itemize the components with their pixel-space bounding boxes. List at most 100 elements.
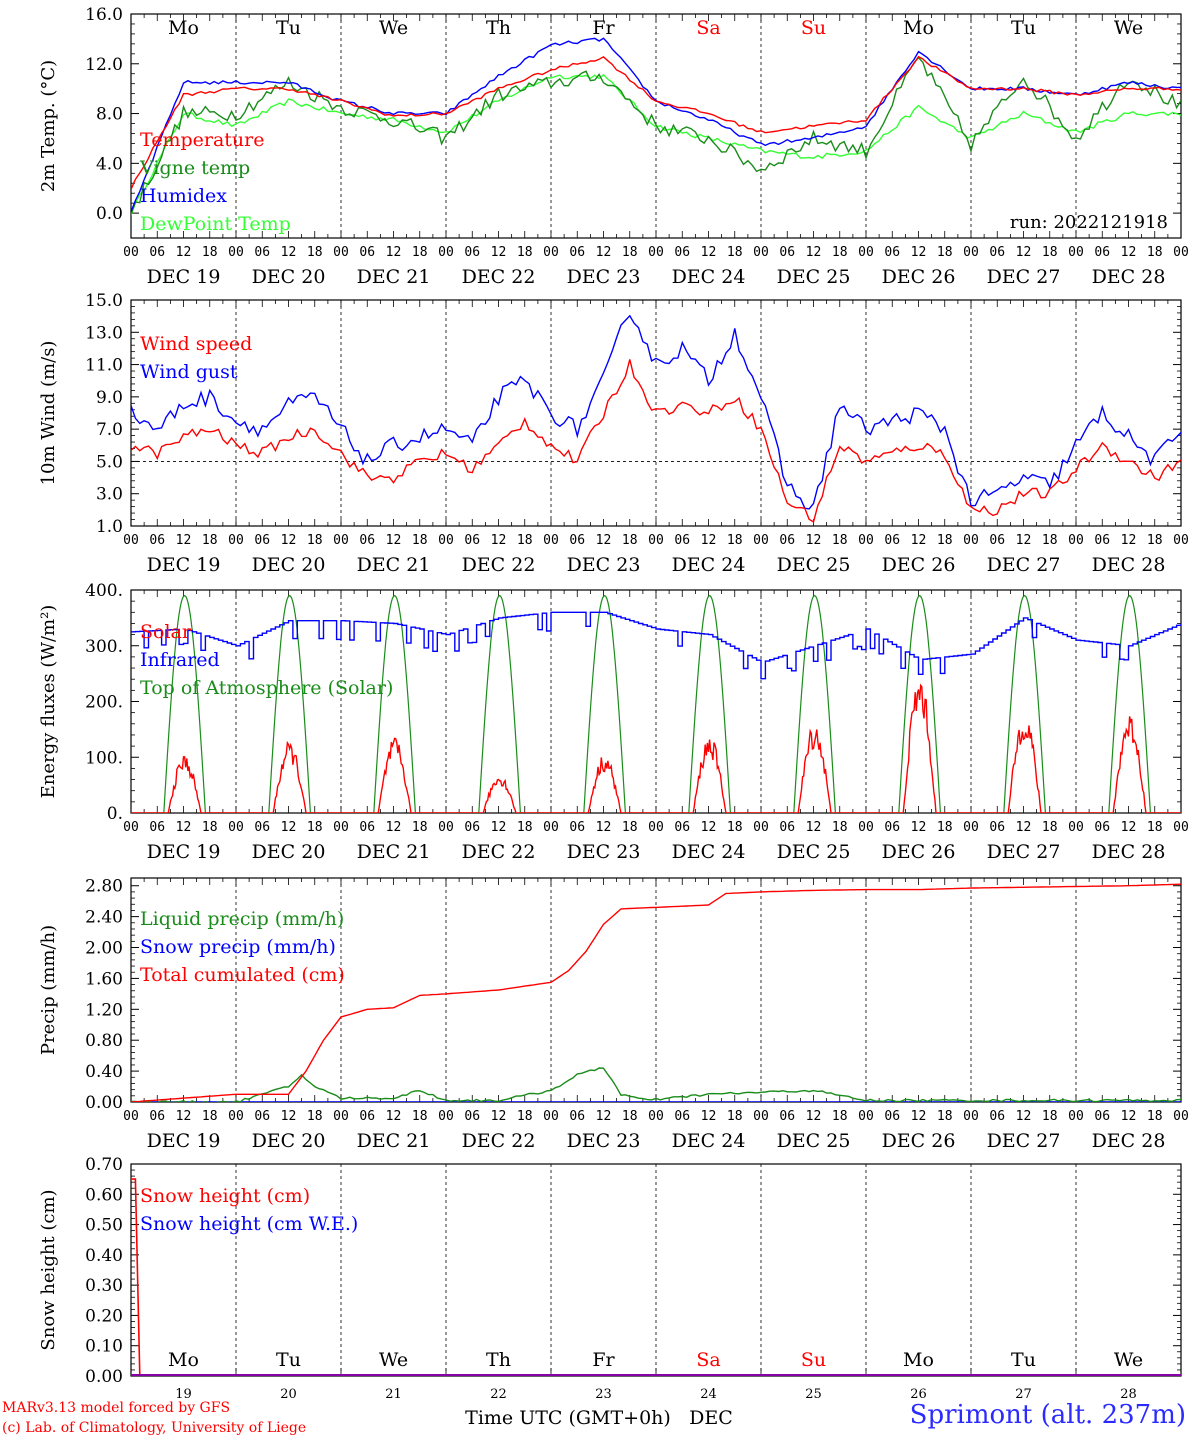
y-axis-label: 10m Wind (m/s)	[38, 341, 59, 486]
hour-tick-label: 18	[1147, 1109, 1163, 1124]
y-axis-label: Snow height (cm)	[38, 1189, 59, 1350]
hour-tick-label: 12	[386, 820, 402, 835]
hour-tick-label: 06	[674, 533, 690, 548]
hour-tick-label: 00	[228, 533, 244, 548]
legend-entry: Temperature	[140, 129, 264, 151]
hour-tick-label: 18	[622, 245, 638, 260]
hour-tick-label: 00	[963, 533, 979, 548]
hour-tick-label: 00	[858, 820, 874, 835]
legend-entry: Humidex	[140, 185, 227, 207]
hour-tick-label: 12	[386, 1109, 402, 1124]
wind-speed-line	[131, 359, 1181, 523]
day-date-label: DEC 22	[462, 554, 536, 576]
day-date-label: DEC 28	[1092, 841, 1166, 863]
hour-tick-label: 18	[1042, 820, 1058, 835]
y-tick-label: 16.0	[85, 5, 123, 25]
hour-tick-label: 06	[989, 820, 1005, 835]
hour-tick-label: 00	[333, 820, 349, 835]
series-group	[131, 314, 1181, 523]
weekday-label: Sa	[696, 1349, 720, 1371]
day-date-label: DEC 28	[1092, 266, 1166, 288]
series-group	[131, 1178, 1181, 1376]
y-tick-label: 3.0	[96, 485, 123, 505]
hour-tick-label: 12	[911, 820, 927, 835]
hour-tick-label: 12	[911, 245, 927, 260]
hour-tick-label: 18	[202, 533, 218, 548]
y-tick-label: 8.0	[96, 105, 123, 125]
hour-tick-label: 12	[491, 245, 507, 260]
hour-tick-label: 00	[1068, 1109, 1084, 1124]
y-tick-label: 200.	[85, 693, 123, 713]
hour-tick-label: 06	[149, 820, 165, 835]
hour-tick-label: 00	[648, 533, 664, 548]
hour-tick-label: 06	[464, 245, 480, 260]
weekday-label: Mo	[168, 17, 199, 39]
hour-tick-label: 18	[937, 245, 953, 260]
hour-tick-label: 06	[1094, 820, 1110, 835]
legend-entry: DewPoint Temp	[140, 213, 291, 235]
y-tick-label: 1.60	[85, 969, 123, 989]
weekday-label: We	[379, 17, 408, 39]
y-tick-label: 0.	[107, 804, 123, 824]
weekday-label: Su	[801, 17, 826, 39]
day-number-label: 25	[805, 1387, 822, 1402]
y-tick-label: 4.0	[96, 154, 123, 174]
hour-tick-label: 00	[1173, 1109, 1189, 1124]
day-date-label: DEC 27	[987, 266, 1061, 288]
weekday-label: Tu	[1011, 1349, 1036, 1371]
panel-2: 1.0 3.0 5.0 7.0 9.0 11.0 13.0 15.0 10m Wind (m/s…	[38, 291, 1189, 576]
day-number-label: 22	[490, 1387, 507, 1402]
day-date-label: DEC 24	[672, 1130, 746, 1152]
hour-tick-label: 00	[1173, 245, 1189, 260]
legend-entry: Top of Atmosphere (Solar)	[140, 677, 393, 699]
day-date-label: DEC 19	[147, 554, 221, 576]
weekday-label: Tu	[276, 17, 301, 39]
hour-tick-label: 06	[1094, 533, 1110, 548]
hour-tick-label: 12	[491, 1109, 507, 1124]
legend-entry: Solar	[140, 621, 192, 643]
panel-3: 0. 100. 200. 300. 400. Energy fluxes (W/m²) 00…	[38, 581, 1189, 863]
day-date-label: DEC 19	[147, 266, 221, 288]
hour-tick-label: 18	[412, 820, 428, 835]
series-group	[131, 594, 1181, 813]
hour-tick-label: 18	[622, 1109, 638, 1124]
hour-tick-label: 12	[701, 245, 717, 260]
hour-tick-label: 06	[1094, 245, 1110, 260]
hour-tick-label: 00	[228, 245, 244, 260]
day-date-label: DEC 26	[882, 1130, 956, 1152]
y-tick-label: 5.0	[96, 452, 123, 472]
day-date-label: DEC 21	[357, 841, 431, 863]
day-date-label: DEC 23	[567, 1130, 641, 1152]
hour-tick-label: 18	[1042, 245, 1058, 260]
hour-tick-label: 12	[1016, 245, 1032, 260]
hour-tick-label: 18	[622, 533, 638, 548]
hour-tick-label: 00	[228, 820, 244, 835]
y-tick-label: 0.30	[85, 1276, 123, 1296]
hour-tick-label: 12	[1121, 820, 1137, 835]
legend-entry: Infrared	[140, 649, 220, 671]
day-number-label: 27	[1015, 1387, 1032, 1402]
day-number-label: 20	[280, 1387, 297, 1402]
day-number-label: 26	[910, 1387, 927, 1402]
hour-tick-label: 18	[412, 245, 428, 260]
hour-tick-label: 12	[386, 533, 402, 548]
weekday-label: Tu	[1011, 17, 1036, 39]
hour-tick-label: 12	[806, 1109, 822, 1124]
snow-height-line	[131, 1178, 1181, 1376]
hour-tick-label: 00	[963, 245, 979, 260]
hour-tick-label: 06	[569, 533, 585, 548]
hour-tick-label: 00	[858, 1109, 874, 1124]
y-tick-label: 2.80	[85, 877, 123, 897]
hour-tick-label: 18	[937, 533, 953, 548]
series-group	[131, 883, 1181, 1102]
hour-tick-label: 18	[202, 820, 218, 835]
hour-tick-label: 18	[412, 1109, 428, 1124]
day-date-label: DEC 22	[462, 1130, 536, 1152]
weekday-label: Th	[486, 17, 511, 39]
hour-tick-label: 18	[832, 820, 848, 835]
hour-tick-label: 06	[674, 1109, 690, 1124]
day-date-label: DEC 26	[882, 554, 956, 576]
hour-tick-label: 06	[359, 1109, 375, 1124]
weekday-label: Fr	[592, 1349, 615, 1371]
